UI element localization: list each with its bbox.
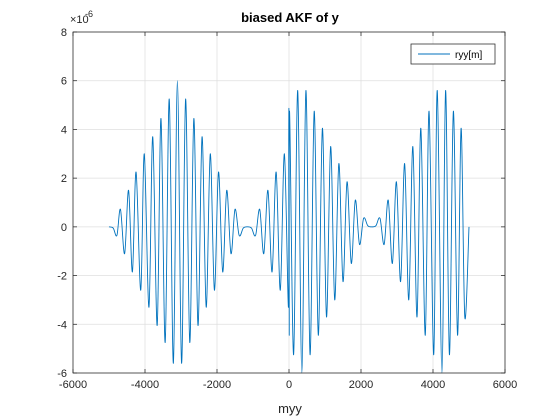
ticks: -6000 -4000 -2000 0 2000 4000 6000 -6 -4 -2 0 2 4 6 8 [57,27,517,391]
x-tick-label: 4000 [421,379,445,391]
x-tick-label: -4000 [131,379,159,391]
y-tick-label: 2 [61,173,67,185]
y-exponent-base: ×10 [70,14,89,26]
y-tick-label: 4 [61,124,67,136]
y-exponent: ×10 -6 [70,9,93,26]
x-tick-label: 0 [286,379,292,391]
x-tick-label: -6000 [59,379,87,391]
legend: ryy[m] [410,43,496,65]
y-tick-label: 8 [61,27,67,39]
y-tick-label: 0 [61,222,67,234]
x-axis-label: myy [278,401,302,416]
y-tick-label: -6 [57,368,67,380]
y-tick-label: -2 [57,271,67,283]
plot-lines [108,80,470,374]
series-line-ryy [108,80,470,374]
y-tick-label: -4 [57,319,67,331]
legend-label: ryy[m] [455,50,482,61]
legend-box [410,43,496,65]
y-tick-label: 6 [61,76,67,88]
y-exponent-power: -6 [85,9,93,19]
x-tick-label: 2000 [349,379,373,391]
x-tick-label: 6000 [493,379,517,391]
x-tick-label: -2000 [203,379,231,391]
chart-title: biased AKF of y [241,10,340,25]
